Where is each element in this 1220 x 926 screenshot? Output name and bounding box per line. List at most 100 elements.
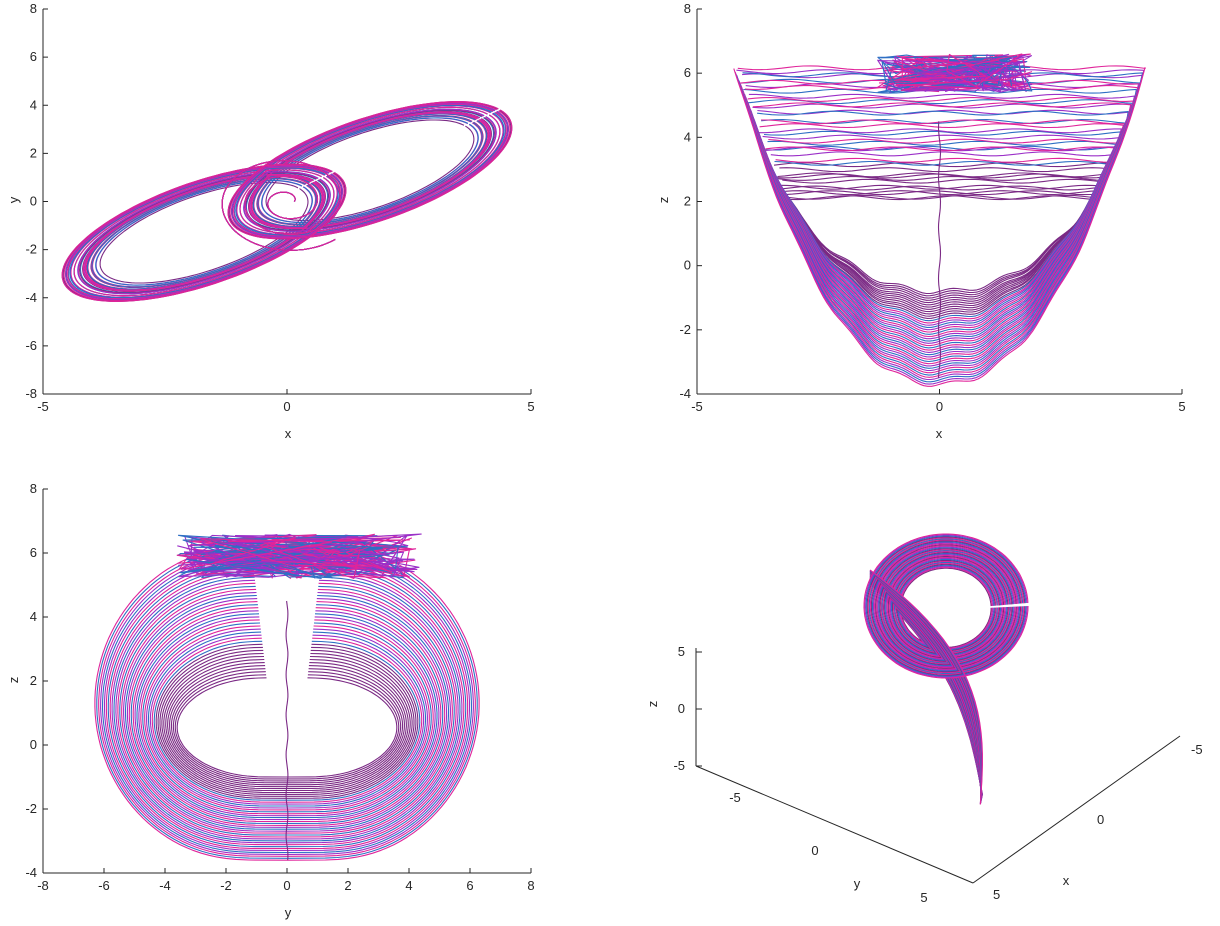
yz-trajectory <box>286 607 442 823</box>
3d-trajectory-upper <box>895 562 997 653</box>
xz-trajectory <box>769 162 1110 317</box>
xy-ylabel: y <box>6 196 21 203</box>
yz-trajectory <box>128 601 288 826</box>
xz-trajectory <box>757 128 1122 344</box>
3d-y-tick-label: -5 <box>729 790 741 805</box>
xz-trajectory <box>765 151 1114 326</box>
yz-central-stem <box>285 600 289 861</box>
yz-trajectory <box>146 628 288 809</box>
xy-trajectory-right <box>248 111 492 230</box>
xz-ylabel: z <box>656 197 671 204</box>
yz-trajectory <box>286 570 465 846</box>
yz-trajectory <box>286 619 434 815</box>
3d-trajectory-upper <box>870 540 1022 673</box>
yz-trajectory <box>286 579 459 840</box>
xz-trajectory <box>745 99 1134 363</box>
xy-y-tick-label: -8 <box>25 386 37 401</box>
3d-trajectory-upper <box>865 535 1027 677</box>
yz-trajectory <box>113 576 288 842</box>
yz-trajectory <box>286 658 409 790</box>
xy-x-tick-label: -5 <box>37 399 49 414</box>
xz-trajectory <box>776 178 1103 308</box>
yz-trajectory <box>109 570 288 846</box>
yz-trajectory <box>147 631 288 807</box>
xz-tangle <box>881 55 1031 88</box>
yz-trajectory <box>101 558 288 854</box>
yz-trajectory <box>107 567 288 848</box>
3d-trajectory-upper <box>892 560 1000 655</box>
xz-trajectory-group <box>733 53 1146 387</box>
3d-trajectory-upper <box>884 553 1008 662</box>
panel-3d: -5 0 5 -5 0 5 -5 0 5 z y x <box>645 533 1203 905</box>
3d-y-axis <box>695 765 974 884</box>
xz-trajectory <box>743 93 1136 367</box>
3d-trajectory-upper <box>883 552 1009 662</box>
yz-trajectory <box>121 588 288 834</box>
xz-x-tick-label: 5 <box>1178 399 1185 414</box>
xy-trajectory-left <box>65 165 343 301</box>
yz-trajectory <box>286 613 438 819</box>
panel-xy: -5 0 5 -8 -6 -4 -2 0 2 4 6 8 x y <box>6 1 535 441</box>
3d-xlabel: x <box>1063 873 1070 888</box>
yz-trajectory <box>286 652 413 794</box>
yz-trajectory <box>286 555 474 855</box>
xz-axes: -5 0 5 -4 -2 0 2 4 6 8 <box>679 1 1185 414</box>
yz-tangle <box>180 537 372 580</box>
3d-trajectory-upper <box>876 545 1016 669</box>
yz-trajectory <box>124 594 288 830</box>
xy-trajectory-right <box>227 101 513 240</box>
3d-z-tick-label: 0 <box>678 701 685 716</box>
yz-trajectory <box>287 655 411 792</box>
yz-trajectory <box>134 610 288 821</box>
yz-trajectory <box>286 671 402 782</box>
yz-trajectory <box>96 549 288 859</box>
xz-trajectory <box>778 185 1101 301</box>
3d-trajectory-upper <box>867 537 1025 676</box>
3d-x-axis <box>972 735 1181 884</box>
xz-x-tick-label: 0 <box>936 399 943 414</box>
yz-trajectory <box>144 625 288 811</box>
xz-trajectory <box>780 190 1099 304</box>
xz-trajectory <box>771 167 1108 319</box>
yz-trajectory <box>286 576 461 842</box>
xy-trajectory-right <box>235 104 505 236</box>
yz-trajectory <box>170 668 288 784</box>
yz-x-tick-label: 6 <box>466 878 473 893</box>
yz-trajectory <box>286 622 432 813</box>
3d-trajectory-upper <box>889 557 1003 657</box>
yz-trajectory <box>138 616 288 817</box>
yz-y-tick-label: 8 <box>30 481 37 496</box>
xy-trajectory-left <box>73 169 335 297</box>
xz-trajectory <box>750 110 1129 356</box>
xz-trajectory <box>747 103 1132 358</box>
yz-trajectory <box>130 604 288 824</box>
xz-trajectory <box>773 172 1106 315</box>
yz-x-tick-label: 0 <box>283 878 290 893</box>
yz-trajectory <box>105 564 288 850</box>
xz-y-tick-label: 8 <box>684 1 691 16</box>
yz-trajectory <box>132 607 288 823</box>
3d-y-tick-label: 0 <box>811 843 818 858</box>
3d-x-tick-label: 5 <box>993 887 1000 902</box>
3d-trajectory-upper <box>887 555 1005 659</box>
3d-trajectory-upper <box>869 539 1023 674</box>
yz-trajectory <box>286 573 463 844</box>
xy-x-tick-label: 0 <box>283 399 290 414</box>
yz-trajectory <box>159 649 288 795</box>
3d-axes: -5 0 5 -5 0 5 -5 0 5 <box>673 644 1202 905</box>
yz-trajectory <box>140 619 288 815</box>
xy-y-tick-label: 6 <box>30 49 37 64</box>
yz-trajectory <box>100 555 288 855</box>
3d-trajectory-upper <box>875 544 1017 669</box>
yz-trajectory <box>123 591 288 832</box>
yz-trajectory <box>286 601 446 826</box>
yz-ylabel: z <box>6 677 21 684</box>
xz-trajectory <box>761 140 1118 335</box>
3d-trajectory-upper <box>866 536 1026 676</box>
xy-trajectory-right <box>257 115 483 225</box>
3d-x-tick-label: -5 <box>1191 742 1203 757</box>
yz-trajectory <box>286 591 451 832</box>
yz-y-tick-label: -4 <box>25 865 37 880</box>
xy-y-tick-label: -6 <box>25 338 37 353</box>
